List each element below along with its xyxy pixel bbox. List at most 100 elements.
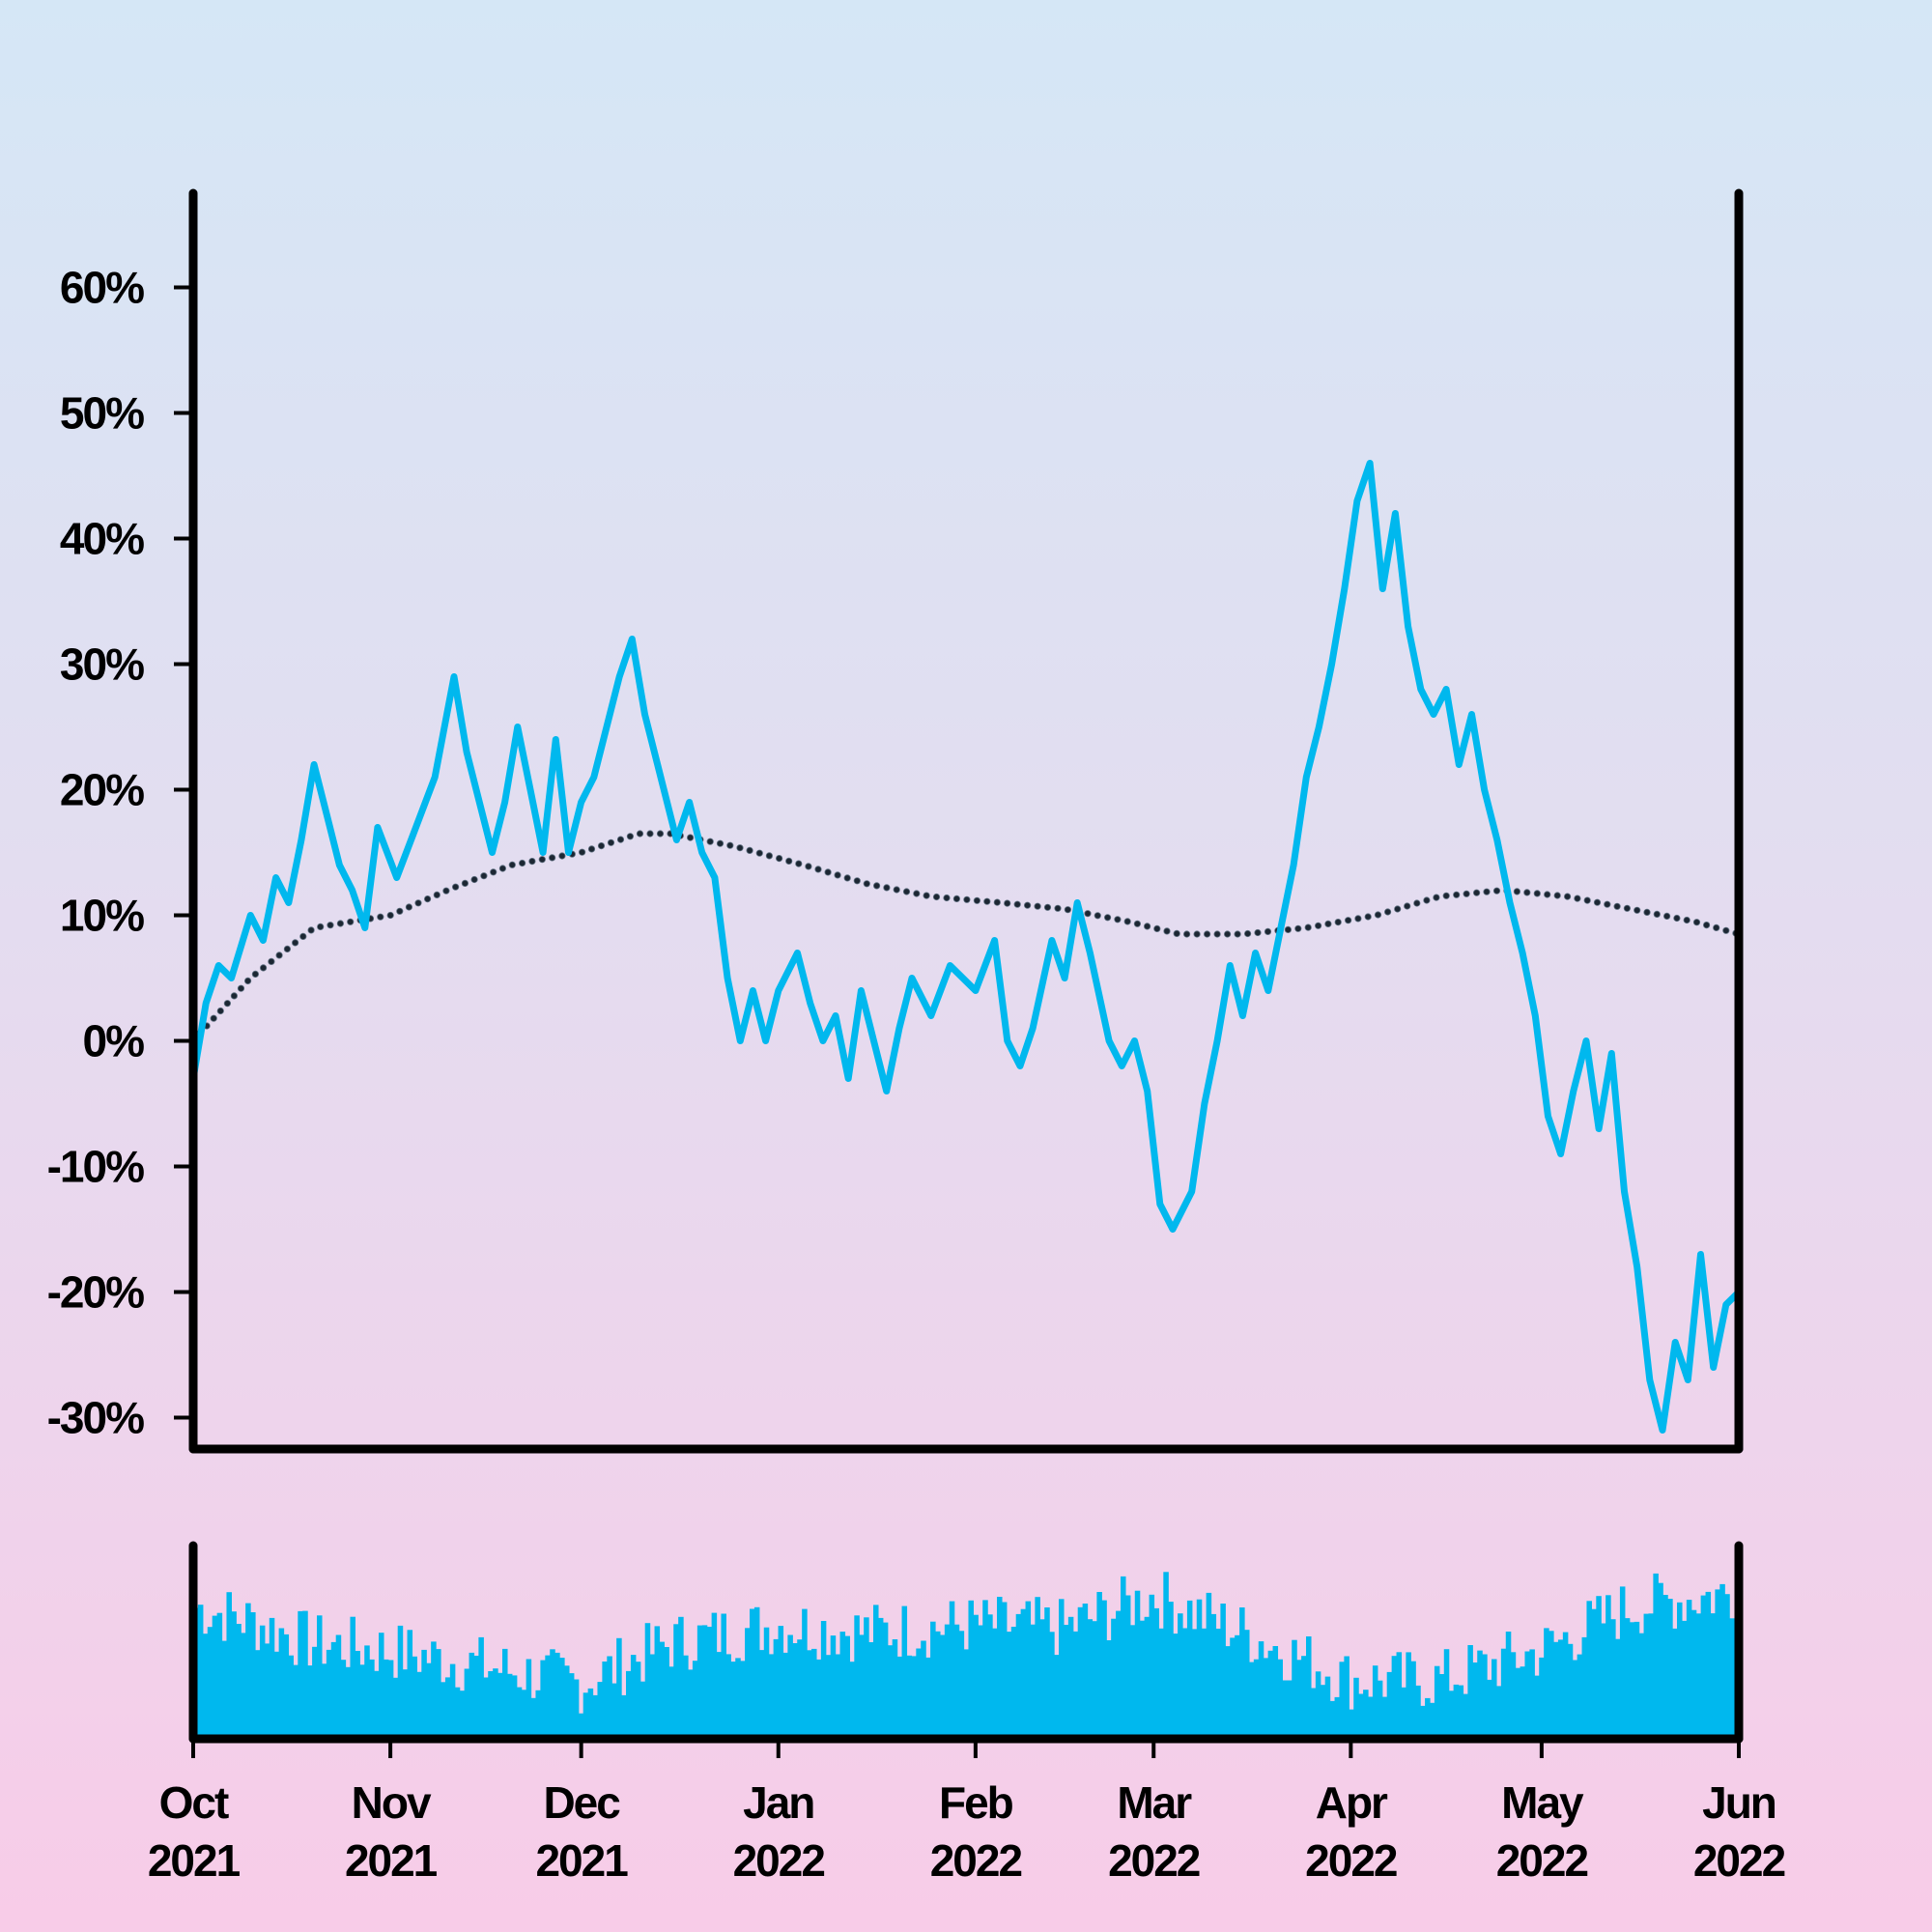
volume-bar: [212, 1615, 218, 1739]
volume-bar: [397, 1625, 404, 1739]
moving-average-dot: [963, 895, 971, 903]
volume-bar: [696, 1625, 703, 1739]
moving-average-dot: [1123, 918, 1131, 925]
y-tick-label: 20%: [60, 765, 144, 815]
volume-bar: [1430, 1702, 1435, 1739]
volume-bar: [1139, 1620, 1146, 1739]
volume-bar: [1092, 1621, 1097, 1739]
volume-bar: [1677, 1602, 1683, 1739]
volume-bar: [1591, 1608, 1597, 1739]
volume-bar: [488, 1671, 494, 1739]
moving-average-dot: [1692, 919, 1701, 926]
volume-bar: [1638, 1633, 1645, 1739]
volume-bar: [1134, 1590, 1141, 1739]
volume-bar: [1643, 1613, 1650, 1739]
moving-average-dot: [1183, 930, 1191, 938]
volume-bar: [730, 1662, 736, 1739]
volume-bar: [1729, 1618, 1735, 1739]
volume-bar: [1191, 1629, 1198, 1739]
volume-bar: [802, 1608, 808, 1739]
volume-bar: [364, 1645, 370, 1739]
volume-bar: [236, 1624, 242, 1739]
volume-bar: [1458, 1685, 1464, 1739]
volume-bar: [1244, 1630, 1250, 1739]
moving-average-dot: [1084, 910, 1092, 918]
volume-bar: [868, 1642, 874, 1739]
volume-bar: [1667, 1599, 1673, 1739]
volume-bar: [997, 1597, 1003, 1739]
volume-bar: [1082, 1604, 1089, 1739]
volume-bar: [701, 1625, 708, 1739]
moving-average-dot: [528, 857, 536, 866]
moving-average-dot: [307, 926, 315, 934]
volume-bar: [326, 1649, 332, 1739]
moving-average-dot: [843, 874, 851, 882]
volume-bar: [540, 1660, 546, 1739]
volume-bar: [935, 1631, 941, 1739]
moving-average-dot: [902, 888, 911, 895]
volume-bar: [911, 1656, 917, 1739]
volume-bar: [602, 1662, 608, 1739]
moving-average-dot: [746, 846, 753, 855]
moving-average-dot: [1193, 930, 1201, 938]
moving-average-dot: [883, 884, 891, 892]
moving-average-dot: [607, 838, 615, 846]
volume-bar: [250, 1612, 256, 1739]
y-axis-ticks: 60% 50% 40% 30% 20% 10% 0% -10% -20% -30%: [47, 263, 193, 1443]
volume-bar: [1492, 1659, 1497, 1739]
moving-average-dot: [736, 844, 744, 852]
moving-average-dot: [1453, 891, 1461, 898]
volume-bar: [1548, 1631, 1554, 1739]
volume-bar: [787, 1634, 793, 1739]
volume-bar: [1282, 1680, 1288, 1739]
moving-average-dot: [283, 945, 291, 953]
volume-bar: [1287, 1680, 1293, 1739]
volume-bar: [1320, 1685, 1326, 1739]
volume-bar: [592, 1694, 599, 1739]
moving-average-dot: [414, 899, 422, 907]
volume-bar: [1562, 1632, 1569, 1739]
moving-average-dot: [923, 892, 930, 899]
axes: [188, 188, 1744, 1744]
volume-bar: [526, 1659, 532, 1739]
moving-average-dot: [1013, 900, 1021, 908]
volume-bar: [1615, 1638, 1621, 1739]
moving-average-dot: [1024, 901, 1032, 909]
moving-average-dot: [210, 1014, 217, 1022]
volume-bar: [1182, 1628, 1188, 1739]
volume-bar: [1705, 1591, 1712, 1739]
volume-bar: [340, 1660, 347, 1739]
moving-average-dot: [587, 845, 596, 853]
volume-bar: [573, 1679, 580, 1739]
volume-bar: [1672, 1628, 1678, 1739]
x-tick-year-label: 2022: [1496, 1835, 1588, 1886]
volume-bar: [1353, 1677, 1359, 1739]
moving-average-dot: [470, 875, 478, 884]
moving-average-dot: [1722, 926, 1730, 934]
volume-bar: [302, 1610, 308, 1739]
volume-bar: [283, 1634, 290, 1739]
moving-average-dot: [498, 865, 507, 872]
volume-bar: [949, 1601, 955, 1739]
volume-bar: [493, 1668, 498, 1739]
moving-average-dot: [1364, 913, 1372, 921]
volume-bar: [1581, 1636, 1588, 1739]
volume-bar: [269, 1617, 275, 1739]
volume-bar: [1258, 1641, 1264, 1739]
volume-bar: [753, 1606, 760, 1739]
volume-bar: [1306, 1636, 1312, 1739]
moving-average-dot: [1163, 927, 1171, 935]
volume-bar: [345, 1666, 352, 1739]
moving-average-dot: [1623, 904, 1632, 912]
volume-bar: [1263, 1658, 1269, 1739]
moving-average-dot: [405, 903, 412, 911]
volume-bar: [521, 1690, 527, 1739]
volume-bar: [1210, 1613, 1217, 1739]
volume-bar: [1201, 1628, 1208, 1739]
volume-bar: [387, 1660, 394, 1739]
volume-bar: [1710, 1613, 1716, 1739]
moving-average-dot: [913, 890, 921, 897]
volume-bar: [317, 1615, 323, 1739]
volume-bar: [412, 1656, 417, 1739]
moving-average-dot: [1634, 906, 1641, 914]
